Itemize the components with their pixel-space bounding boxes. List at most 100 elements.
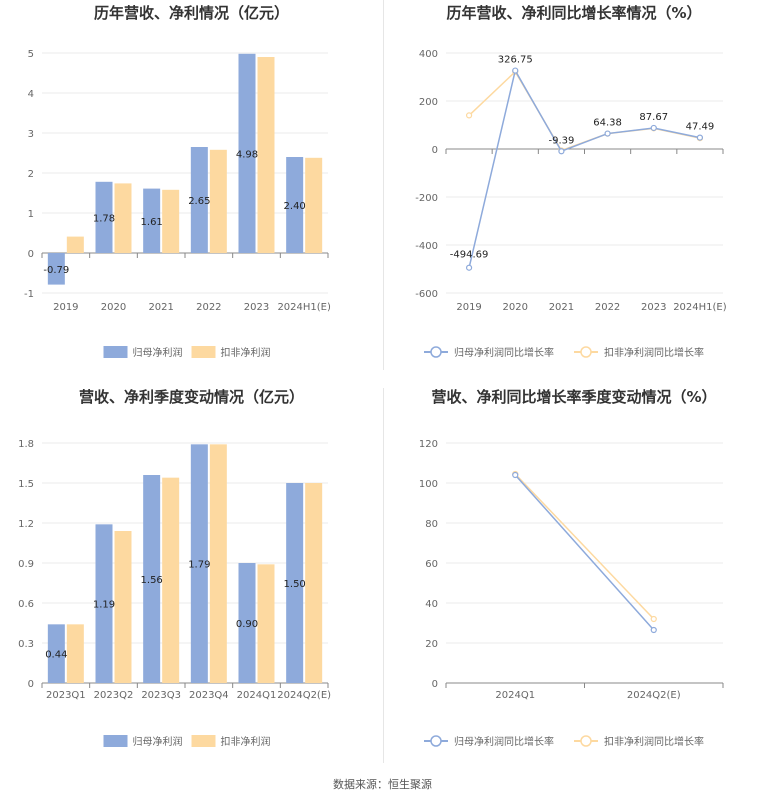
y-tick-label-1: -400 xyxy=(415,241,438,252)
data-label-0: -494.69 xyxy=(450,250,489,261)
point-0-5 xyxy=(696,134,704,141)
legend-label-1: 扣非净利润同比增长率 xyxy=(604,346,704,359)
legend-swatch-0 xyxy=(103,735,128,747)
x-tick-label-1: 2024Q2(E) xyxy=(627,690,681,701)
data-label-5: 47.49 xyxy=(686,122,715,133)
y-tick-label-6: 5 xyxy=(28,49,34,60)
x-tick-label-5: 2024H1(E) xyxy=(277,302,331,313)
bar-1-0 xyxy=(66,624,84,683)
vertical-divider-bottom xyxy=(383,388,384,763)
bar-0-5 xyxy=(286,483,304,683)
legend-marker-0 xyxy=(430,346,442,358)
bar-0-5 xyxy=(286,157,304,253)
series-line-0 xyxy=(514,474,655,631)
point-0-1 xyxy=(512,67,519,74)
data-label-3: 1.79 xyxy=(188,560,210,571)
y-tick-label-5: 100 xyxy=(419,479,438,490)
legend-marker-1 xyxy=(580,735,592,747)
series-line-0 xyxy=(468,68,701,268)
y-tick-label-2: 40 xyxy=(425,599,438,610)
x-tick-label-4: 2023 xyxy=(641,302,666,313)
y-tick-label-3: 0.9 xyxy=(18,559,34,570)
legend-swatch-0 xyxy=(103,346,128,358)
x-tick-label-1: 2023Q2 xyxy=(94,690,134,701)
data-label-4: 87.67 xyxy=(639,112,668,123)
data-label-4: 4.98 xyxy=(236,149,258,160)
point-0-0 xyxy=(465,264,473,271)
y-tick-label-3: 2 xyxy=(28,169,34,180)
y-tick-label-0: 0 xyxy=(432,679,438,690)
data-label-0: -0.79 xyxy=(43,265,69,276)
chart-panel-annual-growth: 历年营收、净利同比增长率情况（%） -600 -400 -200 0 200 400 2019… xyxy=(383,0,765,370)
x-tick-label-3: 2022 xyxy=(595,302,620,313)
legend-marker-0 xyxy=(430,735,442,747)
legend-label-0: 归母净利润同比增长率 xyxy=(454,346,554,359)
point-0-3 xyxy=(604,130,611,137)
x-tick-label-1: 2020 xyxy=(503,302,528,313)
point-1-1 xyxy=(650,615,657,623)
bar-1-5 xyxy=(305,157,323,253)
y-tick-label-4: 80 xyxy=(425,519,438,530)
chart-panel-quarterly-growth: 营收、净利同比增长率季度变动情况（%） 0 20 40 60 80 100 120 2024Q1… xyxy=(383,385,765,765)
legend-label-1: 扣非净利润 xyxy=(221,346,271,359)
data-label-2: -9.39 xyxy=(548,135,574,146)
bar-0-4 xyxy=(238,53,256,253)
bar-1-5 xyxy=(305,483,323,683)
bar-0-1 xyxy=(95,181,113,253)
annual-growth-line-chart: 历年营收、净利同比增长率情况（%） -600 -400 -200 0 200 400 2019… xyxy=(415,4,727,359)
data-label-5: 2.40 xyxy=(284,201,306,212)
x-tick-label-3: 2023Q4 xyxy=(189,690,229,701)
y-tick-label-2: 0.6 xyxy=(18,599,34,610)
x-tick-label-2: 2021 xyxy=(549,302,574,313)
bar-0-3 xyxy=(190,147,208,253)
x-tick-label-5: 2024H1(E) xyxy=(673,302,727,313)
x-tick-label-0: 2019 xyxy=(456,302,481,313)
y-tick-label-3: 60 xyxy=(425,559,438,570)
bar-0-2 xyxy=(143,475,161,683)
bar-1-1 xyxy=(114,183,132,253)
x-tick-label-4: 2023 xyxy=(244,302,269,313)
y-tick-label-1: 20 xyxy=(425,639,438,650)
bar-1-3 xyxy=(209,444,227,683)
series-line-1 xyxy=(514,473,655,620)
bar-1-4 xyxy=(257,564,275,683)
quarterly-growth-line-chart: 营收、净利同比增长率季度变动情况（%） 0 20 40 60 80 100 120 2024Q1… xyxy=(419,388,724,748)
bar-0-2 xyxy=(143,188,161,253)
point-1-0 xyxy=(465,112,473,119)
x-tick-label-3: 2022 xyxy=(196,302,221,313)
legend-swatch-1 xyxy=(191,346,216,358)
chart-title: 营收、净利同比增长率季度变动情况（%） xyxy=(431,388,716,406)
bar-1-2 xyxy=(162,189,180,253)
data-label-3: 2.65 xyxy=(188,196,210,207)
bar-1-1 xyxy=(114,531,132,683)
y-tick-label-3: 0 xyxy=(432,145,438,156)
chart-title: 营收、净利季度变动情况（亿元） xyxy=(79,388,304,406)
bar-0-0 xyxy=(47,624,65,683)
y-tick-label-0: -600 xyxy=(415,289,438,300)
bar-1-2 xyxy=(162,477,180,683)
y-tick-label-0: -1 xyxy=(24,289,34,300)
bar-0-0 xyxy=(47,253,65,285)
point-0-2 xyxy=(558,148,565,155)
x-tick-label-2: 2023Q3 xyxy=(141,690,181,701)
x-tick-label-1: 2020 xyxy=(101,302,126,313)
legend-label-1: 扣非净利润 xyxy=(221,735,271,748)
data-label-1: 1.19 xyxy=(93,600,115,611)
point-0-4 xyxy=(650,124,657,132)
chart-title: 历年营收、净利情况（亿元） xyxy=(94,4,289,22)
x-tick-label-2: 2021 xyxy=(148,302,173,313)
bar-0-4 xyxy=(238,563,256,683)
y-tick-label-5: 1.5 xyxy=(18,479,34,490)
y-tick-label-4: 3 xyxy=(28,129,34,140)
legend-label-0: 归母净利润 xyxy=(133,346,183,359)
y-tick-label-0: 0 xyxy=(28,679,34,690)
y-tick-label-1: 0.3 xyxy=(18,639,34,650)
y-tick-label-4: 1.2 xyxy=(18,519,34,530)
vertical-divider-top xyxy=(383,0,384,370)
data-label-1: 326.75 xyxy=(498,55,533,66)
legend-label-0: 归母净利润同比增长率 xyxy=(454,735,554,748)
annual-profit-bar-chart: 历年营收、净利情况（亿元） -1 0 1 2 3 4 5 2019 2020 2021 2022 202… xyxy=(24,4,331,359)
data-source-note: 数据来源：恒生聚源 xyxy=(333,778,432,791)
y-tick-label-6: 120 xyxy=(419,439,438,450)
y-tick-label-6: 1.8 xyxy=(18,439,34,450)
